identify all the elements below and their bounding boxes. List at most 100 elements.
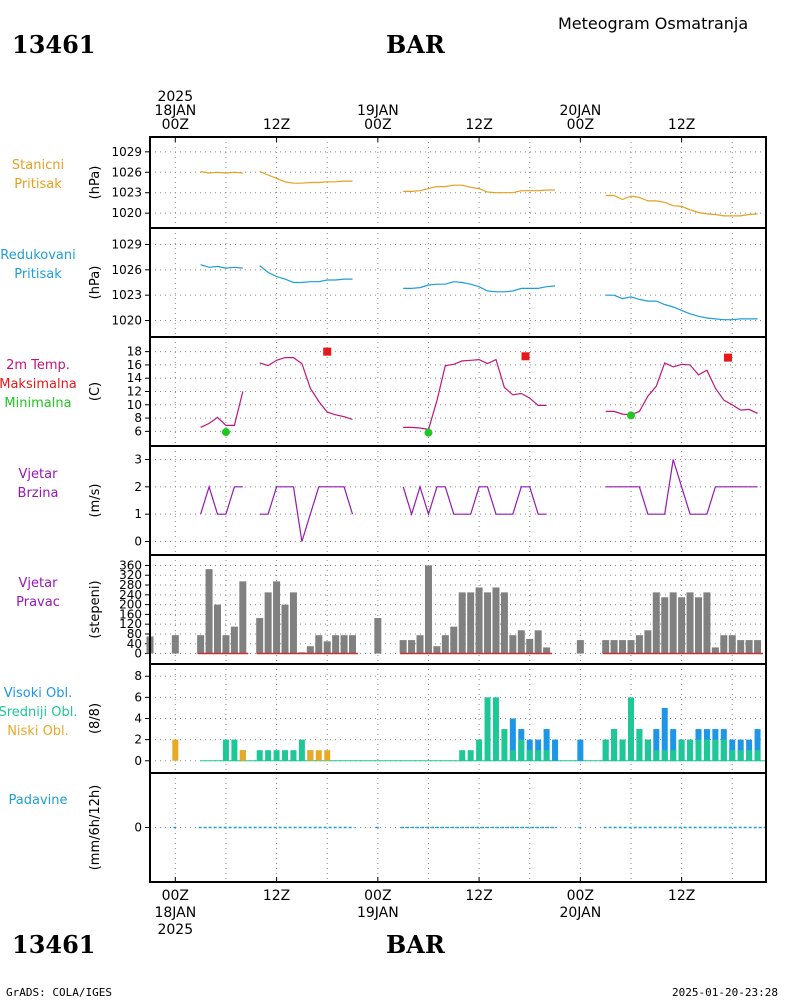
y-tick-label: 1020 [111,314,142,328]
wind-dir-bar [694,597,702,654]
time-label-top: 12Z [263,117,290,133]
panel-label: Visoki Obl. [4,686,72,701]
time-label-top: 12Z [465,117,492,133]
y-tick-label: 12 [127,385,142,399]
wind-dir-bar [492,587,500,654]
wind-dir-bar [602,640,610,654]
cloud-bar-high [661,707,668,761]
cloud-bar-low [315,750,322,761]
cloud-bar-high [552,739,559,761]
wind-dir-bar [669,592,677,654]
cloud-bar-mid [282,750,289,761]
time-label-bottom: 12Z [263,888,290,904]
panel-label: Niski Obl. [7,724,69,739]
wind-dir-bar [340,635,348,654]
y-tick-label: 6 [134,690,142,704]
cloud-bar-mid [518,739,525,761]
panel-label: Vjetar [19,576,59,591]
wind-dir-bar [349,635,357,654]
panel-6: 0 (mm/6h/12h) [88,772,768,883]
time-label-bottom: 00Z [364,888,391,904]
series-line [200,484,243,515]
panel-label: Minimalna [4,396,71,411]
wind-dir-bar [678,597,686,654]
y-tick-label: 1029 [111,237,142,251]
panel-label: 2m Temp. [6,358,70,373]
cloud-bar-mid [737,750,744,761]
series-line [259,171,353,184]
y-tick-label: 120 [119,617,142,631]
y-tick-label: 0 [134,647,142,661]
time-label-top: 19JAN [357,103,399,119]
station-name-bottom: BAR [386,930,445,959]
cloud-bar-mid [661,750,668,761]
time-label-top: 20JAN [559,103,601,119]
panel-label: Vjetar [19,467,59,482]
cloud-bar-mid [231,739,238,761]
wind-dir-bar [661,597,669,654]
panel-frame [149,136,767,229]
time-label-bottom: 12Z [668,888,695,904]
wind-dir-bar [686,592,694,654]
panel-label: Sredniji Obl. [0,705,78,720]
cloud-bar-mid [703,739,710,761]
wind-dir-bar [517,630,525,654]
y-tick-label: 2 [134,480,142,494]
wind-dir-bar [652,592,660,654]
wind-dir-bar [475,587,483,654]
series-line [259,265,353,284]
wind-dir-bar [543,647,551,654]
cloud-bar-mid [273,750,280,761]
cloud-bar-mid [712,739,719,761]
max-temp-marker [521,352,530,361]
y-tick-label: 1023 [111,288,142,302]
panel-label: Brzina [18,486,59,501]
cloud-bar-mid [611,729,618,761]
y-tick-label: 240 [119,588,142,602]
y-tick-label: 6 [134,424,142,438]
cloud-bar-mid [492,697,499,761]
wind-dir-bar [534,630,542,654]
y-tick-label: 200 [119,598,142,612]
max-temp-marker [724,353,733,362]
y-tick-label: 10 [127,398,142,412]
cloud-bar-low [172,739,179,761]
cloud-bar-mid [746,750,753,761]
cloud-bar-mid [222,739,229,761]
cloud-bar-mid [526,750,533,761]
y-tick-label: 360 [119,558,142,572]
series-line [403,281,556,293]
panel-label: Padavine [9,793,68,808]
y-tick-label: 3 [134,452,142,466]
wind-dir-bar [509,635,517,654]
cloud-bar-mid [687,739,694,761]
y-tick-label: 0 [134,754,142,768]
cloud-bar-mid [653,750,660,761]
series-line [259,486,354,542]
time-label-top: 00Z [364,117,391,133]
time-label-top: 18JAN [154,103,196,119]
time-label-bottom: 20JAN [559,905,601,921]
cloud-bar-mid [627,697,634,761]
y-tick-label: 0 [134,821,142,835]
cloud-bar-mid [754,750,761,761]
cloud-bar-mid [298,739,305,761]
panel-label: Stanicni [12,158,64,173]
cloud-bar-mid [265,750,272,761]
y-tick-label: 2 [134,733,142,747]
time-label-top: 00Z [567,117,594,133]
cloud-bar-mid [678,739,685,761]
wind-dir-bar [230,626,238,654]
cloud-bar-low [239,750,246,761]
cloud-bar-mid [720,739,727,761]
cloud-bar-mid [670,750,677,761]
panel-0: 1020 1023 1026 1029 (hPa) [88,136,767,229]
panel-3: 0 1 2 3 (m/s) [88,445,767,556]
cloud-bar-high [543,729,550,761]
y-tick-label: 1026 [111,165,142,179]
series-line [402,484,547,517]
y-tick-label: 80 [127,627,142,641]
y-tick-label: 1 [134,507,142,521]
cloud-bar-mid [644,739,651,761]
